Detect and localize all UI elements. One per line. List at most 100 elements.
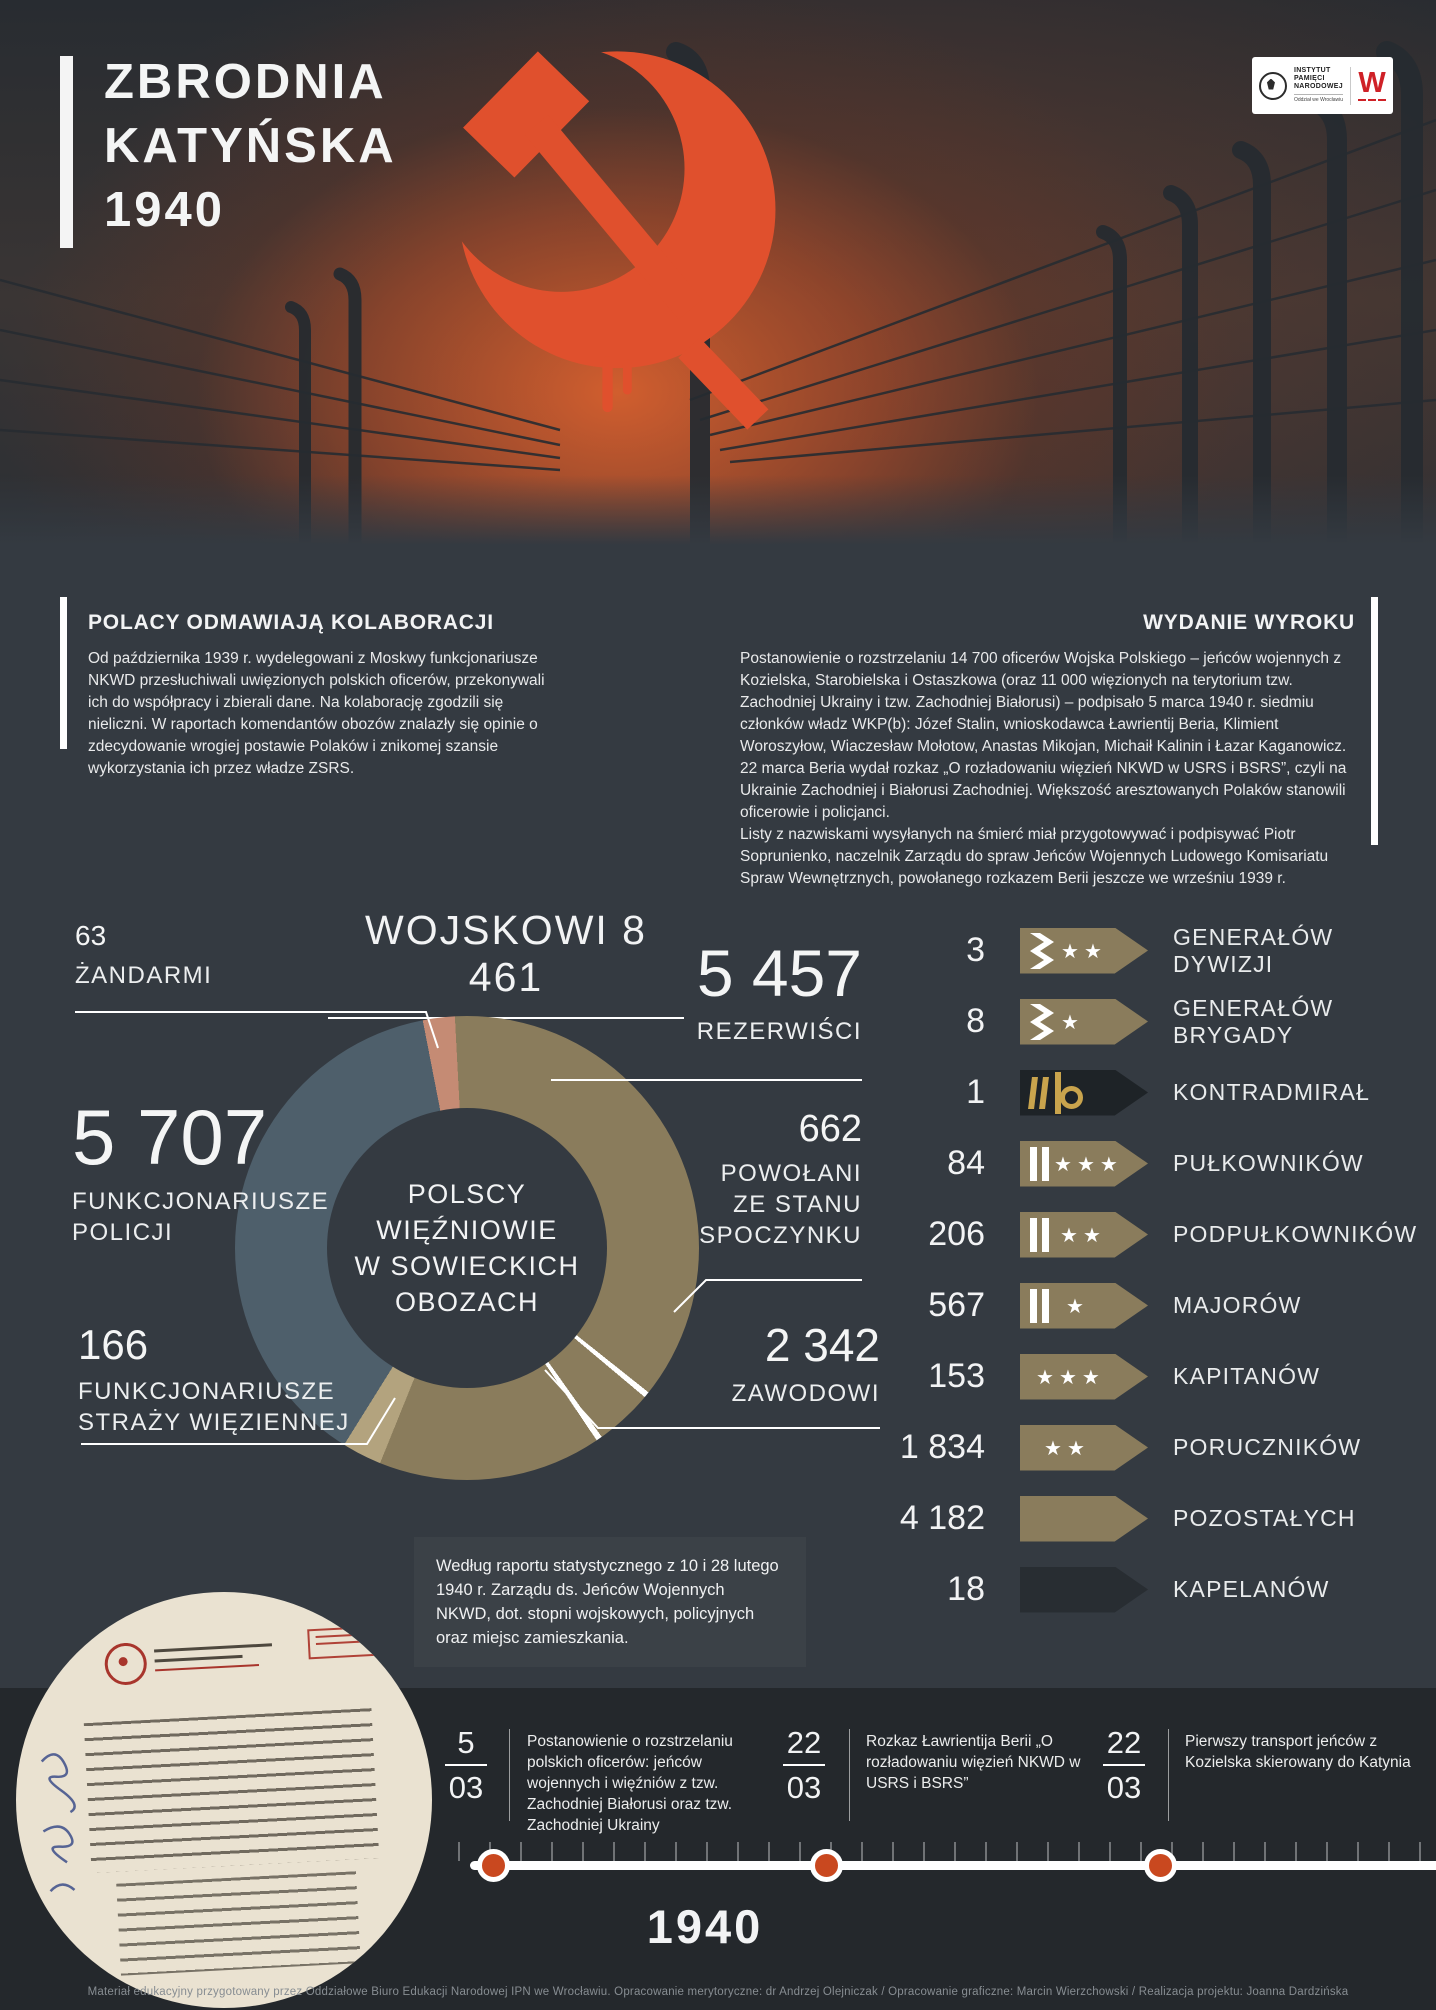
- star-icon: [1077, 1152, 1095, 1176]
- donut-center-line: WIĘŹNIOWIE: [376, 1214, 558, 1245]
- stat-number: 2 342: [764, 1319, 880, 1371]
- hammer-sickle-icon: [385, 22, 855, 462]
- stat-rezerwisci: 5 457 REZERWIŚCI: [697, 940, 862, 1047]
- archival-document-photo: [16, 1592, 432, 2008]
- source-note-box: Według raportu statystycznego z 10 i 28 …: [414, 1537, 806, 1667]
- stat-zawodowi: 2 342 ZAWODOWI: [732, 1322, 880, 1409]
- timeline-month: 03: [786, 1770, 822, 1805]
- ipn-logo-line: PAMIĘCI: [1293, 75, 1325, 82]
- rank-breakdown-list: 3 GENERAŁÓW DYWIZJI 8 GENERAŁÓW BRYGADY …: [860, 915, 1420, 1625]
- rank-row-podpulkownikow: 206 PODPUŁKOWNIKÓW: [860, 1199, 1420, 1270]
- timeline-day: 22: [786, 1725, 822, 1760]
- stat-label: POWOŁANI ZE STANU SPOCZYNKU: [699, 1160, 862, 1249]
- publisher-logo-box: INSTYTUT PAMIĘCI NARODOWEJ Oddział we Wr…: [1252, 57, 1393, 114]
- date-separator: [783, 1764, 825, 1766]
- star-icon: [1067, 1436, 1085, 1460]
- bar-stripe-icon: [1030, 1217, 1037, 1252]
- stat-straz-wieziennej: 166 FUNKCJONARIUSZE STRAŻY WIĘZIENNEJ: [78, 1324, 350, 1438]
- rank-count: 206: [928, 1215, 985, 1253]
- ipn-logo-text: INSTYTUT PAMIĘCI NARODOWEJ Oddział we Wr…: [1293, 67, 1344, 104]
- stat-zandarmi: 63 ŻANDARMI: [75, 922, 212, 991]
- timeline-bar: [470, 1861, 1436, 1870]
- page-title: ZBRODNIA KATYŃSKA 1940: [104, 50, 397, 242]
- gold-stripe-icon: [1039, 1076, 1049, 1109]
- rank-label: KONTRADMIRAŁ: [1173, 1079, 1371, 1105]
- prisoners-donut-chart: POLSCY WIĘŹNIOWIE W SOWIECKICH OBOZACH: [235, 1016, 699, 1480]
- star-icon: [1082, 1365, 1100, 1389]
- rank-insignia-pennant: [1020, 998, 1148, 1045]
- stat-label: ZAWODOWI: [731, 1380, 880, 1407]
- donut-center-label: POLSCY WIĘŹNIOWIE W SOWIECKICH OBOZACH: [327, 1108, 607, 1388]
- rank-insignia-pennant: [1020, 1495, 1148, 1542]
- timeline-event-dot: [1144, 1849, 1177, 1882]
- rank-label: GENERAŁÓW DYWIZJI: [1173, 923, 1334, 977]
- timeline-month: 03: [1106, 1770, 1142, 1805]
- rank-count: 84: [947, 1144, 985, 1182]
- ipn-logo-subline: Oddział we Wrocławiu: [1293, 94, 1344, 104]
- rank-row-kapitanow: 153 KAPITANÓW: [860, 1341, 1420, 1412]
- star-icon: [1044, 1436, 1062, 1460]
- star-icon: [1100, 1152, 1118, 1176]
- stat-number: 166: [78, 1321, 149, 1368]
- rank-insignia-pennant: [1020, 927, 1148, 974]
- stat-number: 63: [75, 920, 107, 951]
- bar-stripe-icon: [1042, 1217, 1049, 1252]
- rank-insignia-pennant: [1020, 1353, 1148, 1400]
- star-icon: [1061, 1010, 1079, 1034]
- timeline-day: 5: [457, 1725, 475, 1760]
- date-separator: [445, 1764, 487, 1766]
- timeline-event-text: Postanowienie o rozstrzelaniu polskich o…: [527, 1733, 733, 1834]
- timeline-day: 22: [1106, 1725, 1142, 1760]
- bar-stripe-icon: [1030, 1288, 1037, 1323]
- section-body-collaboration: Od października 1939 r. wydelegowani z M…: [88, 649, 545, 777]
- section-accent-bar: [60, 597, 67, 749]
- star-icon: [1066, 1294, 1084, 1318]
- gold-stripe-icon: [1028, 1076, 1038, 1109]
- stat-number: 662: [798, 1108, 862, 1150]
- stat-label: REZERWIŚCI: [696, 1018, 862, 1045]
- date-separator: [1103, 1764, 1145, 1766]
- document-stamp-emblem: [103, 1641, 148, 1687]
- stat-powolani: 662 POWOŁANI ZE STANU SPOCZYNKU: [699, 1110, 862, 1251]
- general-zigzag-icon: [1030, 1003, 1054, 1040]
- star-icon: [1054, 1152, 1072, 1176]
- stat-number: 5 457: [696, 936, 862, 1010]
- rank-count: 567: [928, 1286, 985, 1324]
- rank-label: MAJORÓW: [1173, 1292, 1302, 1318]
- hero-banner: ZBRODNIA KATYŃSKA 1940 INSTYTUT PAMIĘCI …: [0, 0, 1436, 545]
- section-accent-bar: [1371, 597, 1378, 845]
- event-divider: [849, 1729, 850, 1821]
- rank-count: 1: [966, 1073, 985, 1111]
- stat-number: 5 707: [72, 1093, 268, 1181]
- title-accent-bar: [60, 56, 73, 248]
- star-icon: [1083, 1223, 1101, 1247]
- stat-label: ŻANDARMI: [75, 962, 213, 989]
- rank-label: PUŁKOWNIKÓW: [1173, 1150, 1364, 1176]
- rank-insignia-pennant: [1020, 1140, 1148, 1187]
- donut-center-line: POLSCY: [407, 1178, 527, 1209]
- rank-row-generalow-dywizji: 3 GENERAŁÓW DYWIZJI: [860, 915, 1420, 986]
- document-red-stamp: [307, 1625, 375, 1660]
- timeline-event-dot: [810, 1849, 843, 1882]
- rank-row-kontradmiral: 1 KONTRADMIRAŁ: [860, 1057, 1420, 1128]
- document-typed-text: [83, 1708, 380, 1874]
- timeline-date-3: 22 03: [1100, 1727, 1148, 1803]
- rank-insignia-pennant: [1020, 1424, 1148, 1471]
- ipn-eagle-emblem-icon: [1258, 71, 1287, 100]
- timeline-event-text: Pierwszy transport jeńców z Kozielska sk…: [1185, 1733, 1411, 1771]
- rank-row-porucznikow: 1 834 PORUCZNIKÓW: [860, 1412, 1420, 1483]
- donut-center-line: W SOWIECKICH: [354, 1250, 580, 1281]
- donut-center-line: OBOZACH: [394, 1286, 539, 1317]
- stat-policja: 5 707 FUNKCJONARIUSZE POLICJI: [72, 1098, 329, 1248]
- star-icon: [1036, 1365, 1054, 1389]
- rank-row-generalow-brygady: 8 GENERAŁÓW BRYGADY: [860, 986, 1420, 1057]
- rank-count: 4 182: [899, 1499, 985, 1537]
- stat-label: FUNKCJONARIUSZE STRAŻY WIĘZIENNEJ: [78, 1378, 350, 1436]
- rank-count: 8: [966, 1002, 985, 1040]
- bar-stripe-icon: [1042, 1146, 1049, 1181]
- bar-stripe-icon: [1030, 1146, 1037, 1181]
- section-heading-collaboration: POLACY ODMAWIAJĄ KOLABORACJI: [88, 611, 494, 635]
- rank-insignia-pennant: [1020, 1282, 1148, 1329]
- star-icon: [1060, 1223, 1078, 1247]
